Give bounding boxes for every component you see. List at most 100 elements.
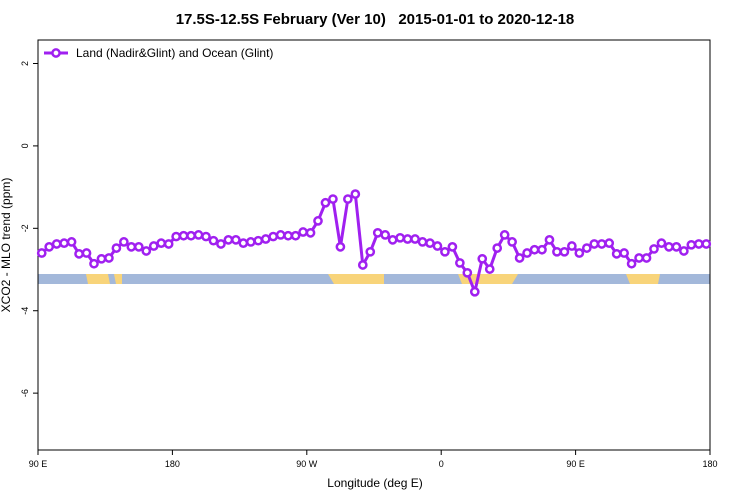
data-point <box>410 234 420 244</box>
data-point <box>514 253 525 263</box>
x-tick-label: 0 <box>439 459 444 469</box>
data-point <box>596 239 607 249</box>
data-point <box>223 234 234 245</box>
data-point <box>245 237 256 247</box>
data-point <box>96 253 107 264</box>
data-point <box>350 189 361 199</box>
data-point <box>440 246 450 257</box>
data-point <box>357 260 368 270</box>
data-point <box>664 242 674 252</box>
x-tick-label: 90 E <box>29 459 48 469</box>
data-point <box>484 264 495 274</box>
y-tick-label: -6 <box>20 389 30 397</box>
data-point <box>387 234 398 245</box>
data-point <box>567 241 577 251</box>
data-point <box>477 253 488 264</box>
data-point <box>380 230 391 240</box>
data-point <box>156 238 167 248</box>
data-point <box>589 239 600 249</box>
data-point <box>671 242 682 252</box>
data-point <box>178 230 189 241</box>
data-point <box>201 231 211 242</box>
data-point <box>141 246 152 256</box>
data-point <box>447 242 458 252</box>
data-point <box>679 246 689 256</box>
data-point <box>701 239 712 249</box>
y-tick-label: 2 <box>20 61 30 66</box>
data-point <box>36 248 47 258</box>
data-point <box>305 227 316 238</box>
data-point <box>522 248 532 258</box>
data-point <box>559 246 570 257</box>
data-point <box>216 239 226 249</box>
x-tick-label: 180 <box>702 459 717 469</box>
data-point <box>611 249 622 259</box>
y-tick-label: -2 <box>20 224 30 232</box>
data-point <box>649 244 659 254</box>
data-point <box>298 227 308 237</box>
data-point <box>604 238 615 248</box>
land-strip <box>86 274 122 284</box>
data-point <box>193 230 204 240</box>
data-point <box>537 244 547 255</box>
data-point <box>499 230 510 240</box>
data-point <box>552 246 562 257</box>
data-point <box>544 234 555 245</box>
land-strip <box>626 274 660 284</box>
data-point <box>686 239 697 250</box>
data-point <box>343 194 353 204</box>
data-point <box>574 248 585 258</box>
data-point <box>417 237 428 247</box>
data-point <box>290 230 301 241</box>
data-point <box>163 239 174 249</box>
data-point <box>133 242 144 252</box>
data-point <box>581 243 592 253</box>
x-tick-label: 90 W <box>296 459 318 469</box>
data-point <box>425 238 435 248</box>
data-point <box>275 230 286 240</box>
data-point <box>372 227 383 238</box>
data-point <box>260 234 271 244</box>
data-point <box>634 253 644 263</box>
data-point <box>395 232 405 243</box>
data-point <box>81 248 92 258</box>
data-point <box>619 248 629 258</box>
data-point <box>432 241 443 251</box>
data-point <box>186 230 196 241</box>
data-point <box>283 230 293 241</box>
data-point <box>455 258 465 268</box>
data-point <box>44 242 55 252</box>
land-mask-strip <box>38 274 710 284</box>
data-point <box>313 216 323 226</box>
data-point <box>104 253 114 263</box>
data-point <box>268 231 279 242</box>
data-point <box>328 194 338 204</box>
data-point <box>51 239 62 249</box>
data-point <box>469 286 480 297</box>
data-point <box>238 238 249 248</box>
data-point <box>66 237 77 247</box>
chart-title: 17.5S-12.5S February (Ver 10) 2015-01-01… <box>176 11 575 28</box>
y-tick-label: -4 <box>20 307 30 315</box>
data-point <box>693 239 704 249</box>
data-point <box>89 258 99 269</box>
data-point <box>335 242 346 252</box>
land-strip <box>458 274 518 284</box>
x-tick-label: 180 <box>165 459 180 469</box>
data-point <box>402 234 413 244</box>
data-point <box>641 253 652 263</box>
x-axis-label: Longitude (deg E) <box>327 476 422 490</box>
data-point <box>126 242 137 252</box>
x-tick-label: 90 E <box>566 459 585 469</box>
data-point <box>529 244 540 255</box>
data-point <box>626 258 637 269</box>
data-point <box>59 238 69 248</box>
data-point <box>111 243 122 253</box>
data-point <box>148 241 159 251</box>
y-tick-label: 0 <box>20 143 30 148</box>
data-point <box>320 197 331 208</box>
land-strip <box>328 274 384 284</box>
data-point <box>74 249 84 259</box>
data-point <box>171 231 181 242</box>
